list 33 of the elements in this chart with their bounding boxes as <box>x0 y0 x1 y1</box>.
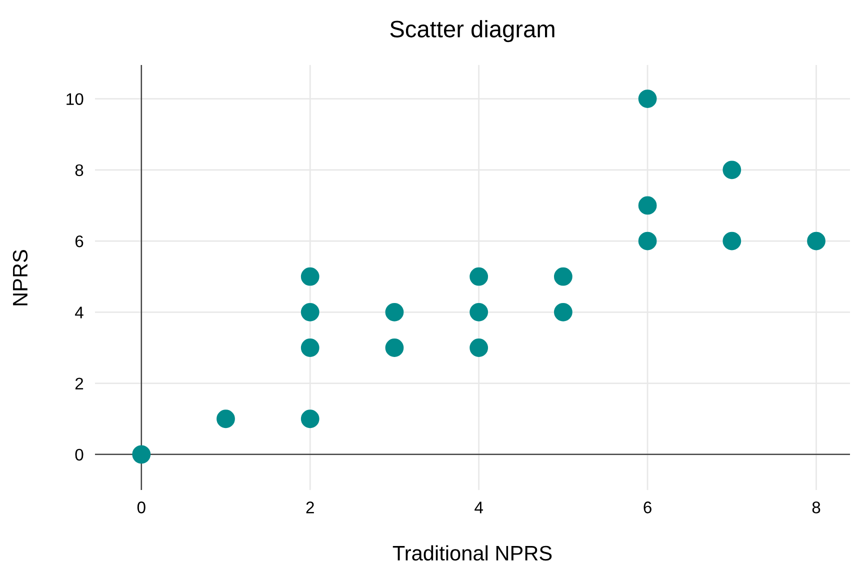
point <box>300 410 320 428</box>
point <box>807 232 826 250</box>
point <box>638 232 657 250</box>
x-tick-label: 2 <box>306 502 314 514</box>
point <box>722 160 742 180</box>
y-tick-label: 0 <box>75 448 84 461</box>
point <box>300 267 320 286</box>
x-tick-label: 4 <box>474 502 483 514</box>
chart-title: Scatter diagram <box>390 20 554 42</box>
point <box>722 232 742 250</box>
point <box>300 302 320 322</box>
point <box>554 302 572 322</box>
y-tick-label: 6 <box>75 235 84 248</box>
point <box>554 267 572 286</box>
y-tick-label: 4 <box>75 306 84 318</box>
point <box>385 338 404 357</box>
x-tick-label: 6 <box>644 502 652 514</box>
y-tick-label: 8 <box>75 164 84 176</box>
x-axis-title: Traditional NPRS <box>392 545 552 561</box>
point <box>300 338 320 357</box>
point <box>470 302 488 322</box>
point <box>385 302 404 322</box>
x-tick-label: 0 <box>137 502 146 514</box>
y-tick-label: 2 <box>75 378 84 390</box>
point <box>638 196 657 215</box>
point <box>132 445 151 464</box>
point <box>470 267 488 286</box>
point <box>638 90 657 108</box>
y-tick-label: 10 <box>66 93 84 105</box>
y-axis-title: NPRS <box>12 250 28 306</box>
x-tick-label: 8 <box>812 502 820 514</box>
point <box>216 410 235 428</box>
point <box>470 338 488 357</box>
